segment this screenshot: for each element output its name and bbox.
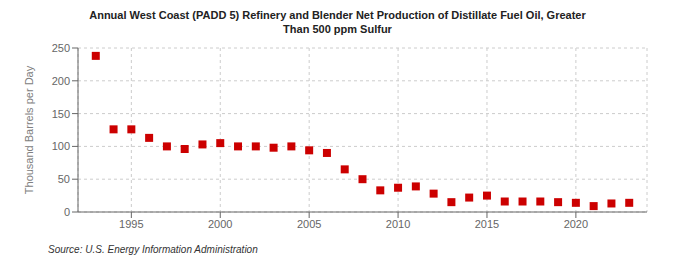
svg-text:2010: 2010 xyxy=(386,218,410,230)
svg-text:2000: 2000 xyxy=(208,218,232,230)
svg-text:50: 50 xyxy=(58,173,70,185)
svg-text:100: 100 xyxy=(52,140,70,152)
svg-text:2020: 2020 xyxy=(564,218,588,230)
svg-text:1995: 1995 xyxy=(119,218,143,230)
svg-text:250: 250 xyxy=(52,42,70,54)
html-text:Source: U.S. Energy Informatio: Source: U.S. Energy Information Administ… xyxy=(48,244,258,255)
svg-text:2015: 2015 xyxy=(475,218,499,230)
svg-text:0: 0 xyxy=(64,206,70,218)
html-text:Annual West Coast (PADD 5) Ref: Annual West Coast (PADD 5) Refinery and … xyxy=(89,9,586,21)
svg-text:150: 150 xyxy=(52,108,70,120)
svg-text:Thousand Barrels per Day: Thousand Barrels per Day xyxy=(23,65,35,194)
svg-text:200: 200 xyxy=(52,75,70,87)
svg-text:2005: 2005 xyxy=(297,218,321,230)
html-text:Than 500 ppm Sulfur: Than 500 ppm Sulfur xyxy=(283,23,392,35)
